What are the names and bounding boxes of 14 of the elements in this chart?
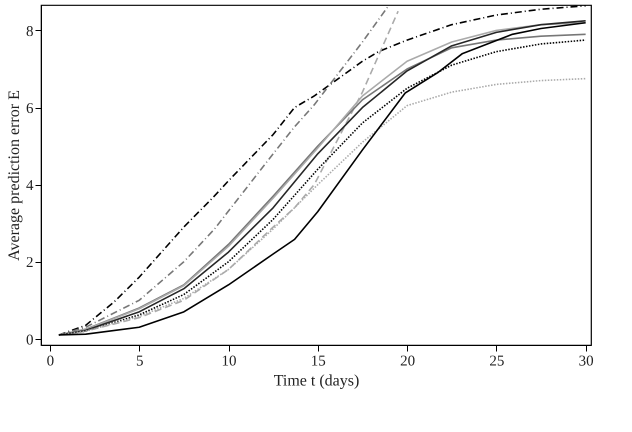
y-tick-label: 6 — [26, 101, 34, 118]
y-tick-label: 2 — [26, 255, 34, 272]
x-tick-label: 5 — [136, 354, 144, 370]
x-tick-label: 10 — [222, 354, 236, 370]
x-axis-title: Time t (days) — [274, 372, 360, 390]
y-tick-label: 8 — [26, 24, 34, 40]
y-tick-label: 4 — [26, 178, 34, 194]
x-tick-label: 15 — [310, 354, 326, 370]
y-axis-title: Average prediction error E — [6, 90, 23, 261]
x-tick-label: 25 — [489, 354, 504, 370]
x-tick-label: 0 — [46, 354, 54, 370]
y-tick-label: 0 — [26, 332, 34, 348]
x-tick-label: 20 — [400, 354, 416, 370]
x-tick-label: 30 — [578, 354, 594, 370]
